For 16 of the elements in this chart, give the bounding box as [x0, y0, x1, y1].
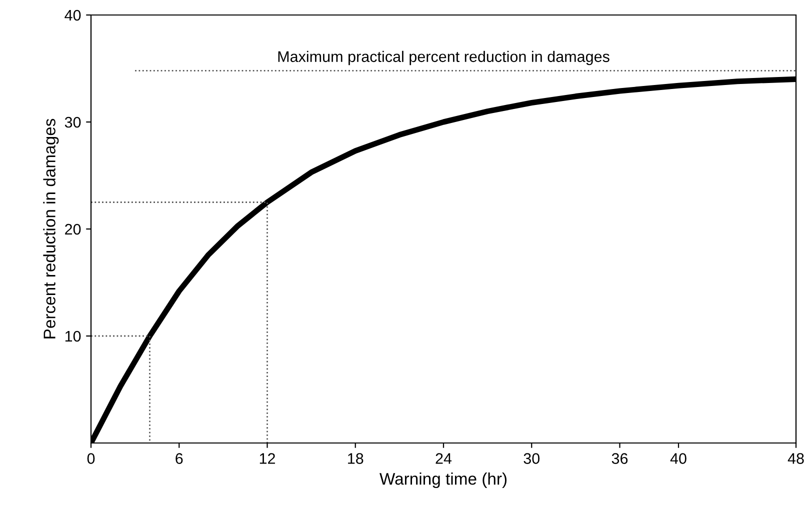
x-tick-label: 40	[670, 453, 686, 464]
annotation: Maximum practical percent reduction in damages	[278, 50, 610, 66]
x-tick-label: 18	[348, 453, 364, 464]
y-tick-label: 20	[65, 224, 81, 235]
y-tick-label: 40	[64, 10, 81, 21]
x-tick-label: 24	[436, 453, 452, 464]
x-tick-label: 12	[260, 453, 275, 464]
x-axis-title: Warning time (hr)	[380, 472, 507, 488]
x-tick-label: 36	[612, 453, 628, 464]
x-tick-label: 48	[788, 453, 804, 464]
y-tick-label: 30	[64, 116, 81, 128]
x-tick-label: 0	[87, 453, 95, 464]
y-axis-title: Percent reduction in damages	[43, 118, 59, 338]
y-tick-label: 10	[65, 330, 81, 342]
x-tick-label: 30	[524, 453, 540, 464]
x-tick-label: 6	[176, 453, 183, 464]
